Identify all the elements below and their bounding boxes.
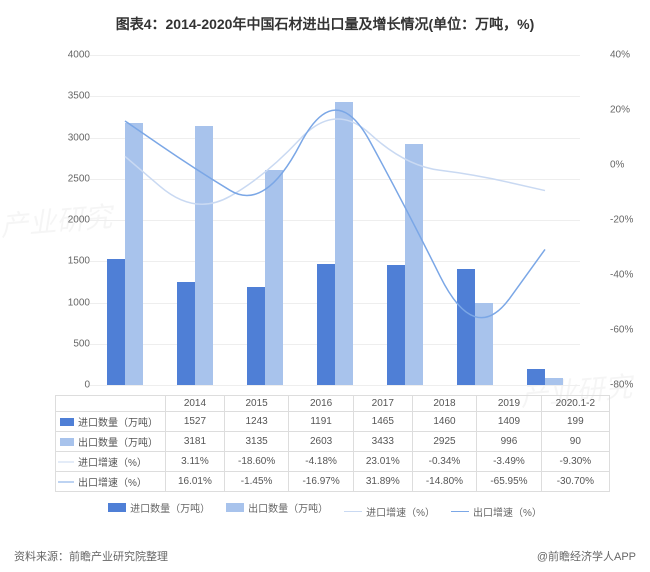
col-header: 2016 [289,396,353,412]
col-header: 2019 [477,396,541,412]
y-axis-left: 05001000150020002500300035004000 [55,55,90,385]
source: 资料来源：前瞻产业研究院整理 [14,548,168,564]
table-row: 进口数量（万吨）152712431191146514601409199 [56,412,610,432]
line-export_rate [125,110,545,318]
data-table: 2014201520162017201820192020.1-2 进口数量（万吨… [55,395,610,492]
legend-item: 进口数量（万吨） [108,500,210,515]
col-header: 2017 [353,396,412,412]
col-header: 2020.1-2 [541,396,609,412]
table-row: 进口增速（%）3.11%-18.60%-4.18%23.01%-0.34%-3.… [56,452,610,472]
table-row: 出口增速（%）16.01%-1.45%-16.97%31.89%-14.80%-… [56,472,610,492]
col-header: 2015 [224,396,288,412]
y-axis-right: -80%-60%-40%-20%0%20%40% [610,55,645,385]
col-header: 2014 [166,396,225,412]
app-credit: @前瞻经济学人APP [537,548,636,564]
legend-item: 进口增速（%） [344,504,435,519]
lines [90,55,580,385]
chart-title: 图表4：2014-2020年中国石材进出口量及增长情况(单位：万吨，%) [0,0,650,34]
legend-item: 出口增速（%） [451,504,542,519]
chart-area: 05001000150020002500300035004000 -80%-60… [55,55,610,405]
table-header-row: 2014201520162017201820192020.1-2 [56,396,610,412]
table-row: 出口数量（万吨）3181313526033433292599690 [56,432,610,452]
legend: 进口数量（万吨） 出口数量（万吨） 进口增速（%） 出口增速（%） [0,500,650,519]
line-import_rate [125,119,545,204]
legend-item: 出口数量（万吨） [226,500,328,515]
plot-area [90,55,580,385]
col-header: 2018 [412,396,476,412]
